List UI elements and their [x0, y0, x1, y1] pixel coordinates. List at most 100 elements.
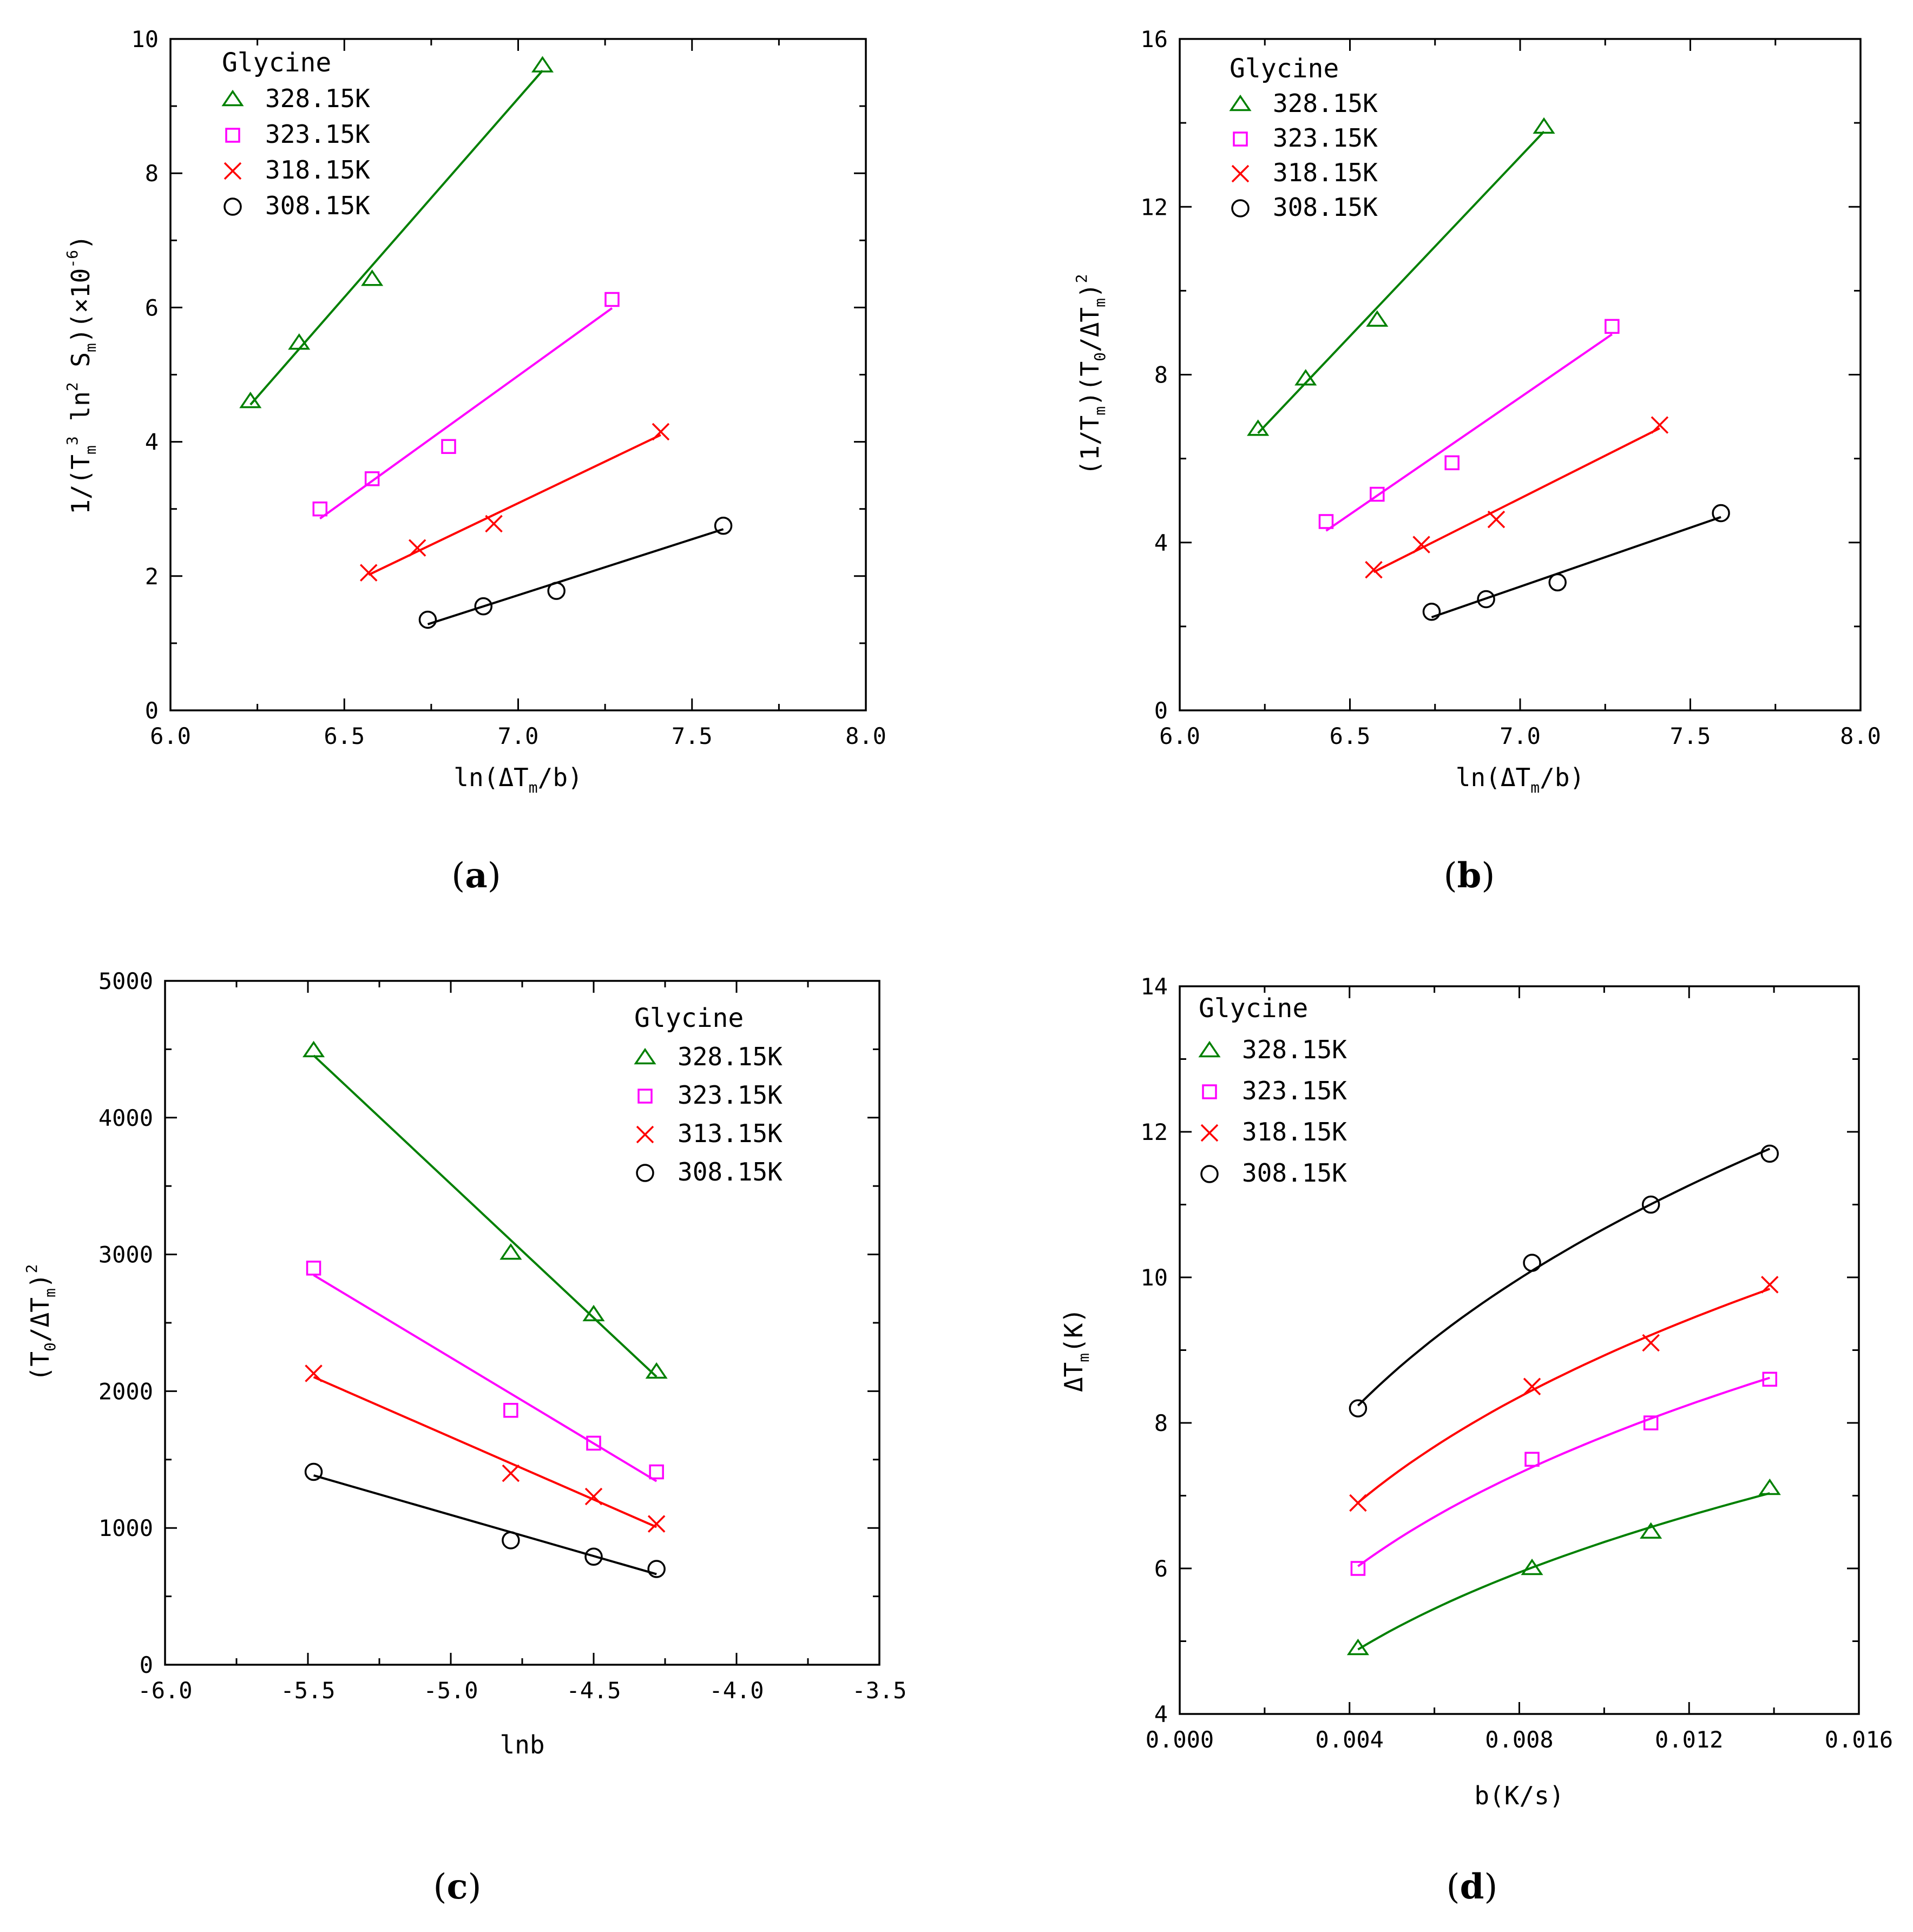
data-point — [502, 1531, 520, 1549]
series-323.15K — [306, 1261, 664, 1482]
legend-marker — [1233, 131, 1248, 147]
legend-label: 328.15K — [265, 84, 370, 113]
data-point — [1349, 1399, 1368, 1417]
data-point — [1761, 1276, 1779, 1294]
data-point — [582, 1304, 605, 1322]
data-point — [649, 1464, 664, 1480]
data-point — [584, 1547, 603, 1566]
y-tick-label: 16 — [1140, 26, 1168, 52]
panel-label: (c) — [433, 1867, 482, 1907]
legend-marker — [637, 1089, 653, 1104]
legend-label: 318.15K — [1242, 1117, 1347, 1146]
fit-line — [1431, 516, 1721, 618]
y-tick-label: 4 — [145, 429, 159, 456]
fit-line — [313, 1474, 657, 1575]
legend-title: Glycine — [222, 48, 331, 78]
y-tick-label: 12 — [1140, 1119, 1168, 1145]
data-point — [1548, 573, 1567, 592]
data-point — [1641, 1195, 1660, 1214]
legend-label: 308.15K — [1242, 1158, 1347, 1188]
data-point — [1523, 1377, 1541, 1395]
legend-title: Glycine — [1230, 54, 1339, 84]
x-tick-label: 6.5 — [1330, 723, 1371, 749]
data-point — [503, 1403, 518, 1418]
x-axis-label: b(K/s) — [1474, 1781, 1564, 1810]
y-tick-label: 0 — [1154, 697, 1168, 724]
data-point — [1487, 510, 1506, 529]
data-point — [502, 1464, 520, 1482]
y-tick-label: 3000 — [98, 1242, 153, 1268]
y-tick-label: 0 — [145, 697, 159, 724]
panel-label: (d) — [1447, 1867, 1498, 1907]
legend-label: 328.15K — [1273, 89, 1378, 118]
legend-marker — [1202, 1084, 1217, 1099]
legend-marker — [221, 89, 244, 107]
data-point — [1318, 514, 1334, 529]
legend-title: Glycine — [634, 1003, 744, 1033]
y-tick-label: 4000 — [98, 1105, 153, 1131]
data-point — [303, 1040, 325, 1058]
legend-label: 308.15K — [265, 191, 370, 220]
data-point — [499, 1243, 522, 1260]
legend-label: 323.15K — [1273, 123, 1378, 153]
data-point — [1346, 1638, 1369, 1656]
x-axis-label: ln(ΔTm/b) — [453, 763, 582, 796]
data-point — [1477, 590, 1495, 609]
y-tick-label: 5000 — [98, 968, 153, 994]
y-tick-label: 4 — [1154, 530, 1168, 556]
x-tick-label: 7.0 — [498, 723, 539, 749]
data-point — [1762, 1371, 1778, 1387]
fit-line — [313, 1054, 658, 1378]
legend-marker — [636, 1125, 654, 1144]
y-tick-label: 12 — [1140, 194, 1168, 220]
y-tick-label: 10 — [1140, 1264, 1168, 1291]
x-tick-label: 6.0 — [1159, 723, 1200, 749]
series-328.15K — [1346, 1478, 1781, 1656]
x-tick-label: 7.5 — [1670, 723, 1711, 749]
series-328.15K — [239, 56, 554, 408]
data-point — [1640, 1522, 1662, 1539]
data-point — [408, 539, 426, 557]
y-axis-label: ΔTm(K) — [1059, 1308, 1093, 1392]
data-point — [304, 1462, 323, 1481]
x-tick-label: -4.0 — [709, 1677, 764, 1704]
fit-line — [1257, 130, 1545, 434]
panel-label: (a) — [451, 855, 501, 896]
legend-label: 323.15K — [678, 1080, 783, 1110]
x-tick-label: 0.012 — [1655, 1726, 1723, 1753]
panel-label: (b) — [1444, 855, 1495, 896]
data-point — [1651, 416, 1669, 434]
data-point — [647, 1560, 666, 1578]
legend-marker — [225, 128, 240, 143]
legend-marker — [1231, 199, 1250, 217]
legend-title: Glycine — [1199, 993, 1308, 1024]
x-axis-label: ln(ΔTm/b) — [1456, 763, 1585, 796]
panel-d: 0.000 0.004 0.008 0.012 0.016 4 6 8 10 12 14 b(K/s)… — [1059, 973, 1893, 1907]
data-point — [364, 471, 380, 486]
series-308.15K — [418, 516, 733, 629]
data-point — [239, 392, 262, 408]
data-point — [531, 56, 554, 72]
data-point — [1712, 504, 1730, 523]
data-point — [441, 439, 456, 454]
data-point — [1444, 455, 1460, 471]
series-308.15K — [1349, 1144, 1779, 1417]
data-point — [474, 597, 492, 616]
data-point — [547, 582, 566, 600]
series-318.15K — [359, 423, 670, 582]
legend-label: 318.15K — [265, 155, 370, 184]
legend-marker — [1229, 94, 1252, 111]
series-328.15K — [303, 1040, 668, 1379]
data-point — [305, 1364, 323, 1382]
x-tick-label: 7.5 — [672, 723, 713, 749]
data-point — [485, 515, 503, 533]
y-tick-label: 6 — [1154, 1555, 1168, 1582]
legend-marker — [223, 162, 242, 180]
data-point — [1349, 1494, 1367, 1512]
data-point — [1524, 1452, 1540, 1467]
data-point — [1294, 369, 1317, 386]
y-axis-label: 1/(Tm3 ln2 Sm)(×10-6) — [63, 235, 100, 515]
legend-label: 323.15K — [265, 120, 370, 149]
series-323.15K — [312, 292, 620, 520]
fit-line — [1357, 1492, 1770, 1651]
